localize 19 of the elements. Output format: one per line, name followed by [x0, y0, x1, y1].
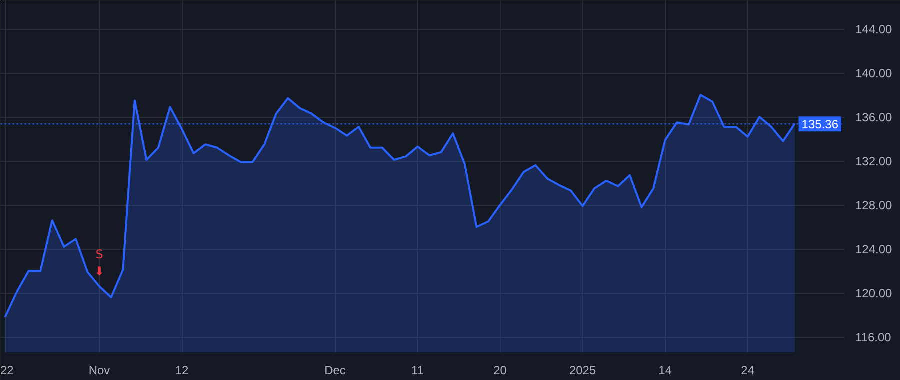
- y-tick-label: 132.00: [856, 154, 893, 169]
- y-tick-label: 136.00: [856, 110, 893, 125]
- y-tick-label: 116.00: [856, 330, 892, 345]
- y-tick-label: 128.00: [856, 198, 893, 213]
- annotation: S ⬇: [94, 248, 105, 278]
- ref-line-label: 135.36: [802, 118, 839, 132]
- x-tick-label: 2025: [569, 364, 596, 378]
- x-tick-label: Nov: [88, 364, 110, 378]
- y-tick-label: 140.00: [856, 66, 893, 81]
- x-tick-label: 14: [658, 364, 672, 378]
- x-tick-label: 11: [412, 364, 424, 378]
- x-tick-label: 12: [175, 364, 190, 378]
- y-tick-label: 120.00: [856, 286, 893, 301]
- x-tick-label: Dec: [324, 364, 346, 378]
- x-tick-label: 20: [494, 364, 508, 378]
- x-tick-label: 24: [741, 364, 755, 378]
- y-tick-label: 124.00: [856, 242, 893, 257]
- x-tick-label: 22: [0, 364, 14, 378]
- y-tick-label: 144.00: [856, 22, 893, 37]
